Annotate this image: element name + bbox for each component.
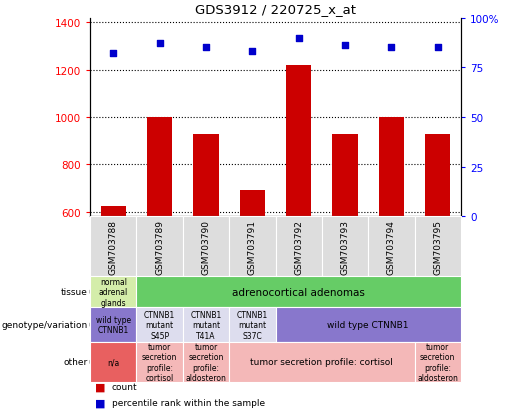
Text: n/a: n/a bbox=[107, 358, 119, 366]
Text: count: count bbox=[112, 382, 138, 391]
Text: wild type
CTNNB1: wild type CTNNB1 bbox=[96, 315, 131, 335]
Bar bbox=[425, 134, 451, 217]
Text: GSM703790: GSM703790 bbox=[201, 219, 211, 274]
Text: ■: ■ bbox=[95, 397, 106, 407]
Text: GSM703789: GSM703789 bbox=[155, 219, 164, 274]
Point bbox=[341, 43, 349, 50]
Text: CTNNB1
mutant
S45P: CTNNB1 mutant S45P bbox=[144, 310, 175, 339]
Text: GSM703795: GSM703795 bbox=[433, 219, 442, 274]
Bar bbox=[286, 66, 312, 217]
Text: GSM703793: GSM703793 bbox=[340, 219, 350, 274]
Text: percentile rank within the sample: percentile rank within the sample bbox=[112, 398, 265, 407]
Text: tumor secretion profile: cortisol: tumor secretion profile: cortisol bbox=[250, 358, 393, 366]
Text: CTNNB1
mutant
T41A: CTNNB1 mutant T41A bbox=[191, 310, 221, 339]
Text: GSM703794: GSM703794 bbox=[387, 219, 396, 274]
Text: GSM703788: GSM703788 bbox=[109, 219, 118, 274]
Point bbox=[434, 45, 442, 52]
Text: tumor
secretion
profile:
aldosteron: tumor secretion profile: aldosteron bbox=[185, 342, 227, 382]
Point bbox=[202, 45, 210, 52]
Text: tumor
secretion
profile:
aldosteron: tumor secretion profile: aldosteron bbox=[417, 342, 458, 382]
Text: adrenocortical adenomas: adrenocortical adenomas bbox=[232, 287, 365, 297]
Bar bbox=[332, 134, 358, 217]
Text: ■: ■ bbox=[95, 382, 106, 392]
Bar bbox=[193, 134, 219, 217]
Bar bbox=[147, 118, 173, 217]
Point bbox=[387, 45, 396, 52]
Text: GSM703791: GSM703791 bbox=[248, 219, 257, 274]
Title: GDS3912 / 220725_x_at: GDS3912 / 220725_x_at bbox=[195, 3, 356, 16]
Point bbox=[248, 49, 256, 56]
Text: genotype/variation: genotype/variation bbox=[2, 320, 88, 329]
Text: tissue: tissue bbox=[61, 287, 88, 297]
Point bbox=[109, 51, 117, 57]
Text: normal
adrenal
glands: normal adrenal glands bbox=[99, 277, 128, 307]
Text: tumor
secretion
profile:
cortisol: tumor secretion profile: cortisol bbox=[142, 342, 177, 382]
Text: wild type CTNNB1: wild type CTNNB1 bbox=[328, 320, 409, 329]
Text: CTNNB1
mutant
S37C: CTNNB1 mutant S37C bbox=[237, 310, 268, 339]
Text: other: other bbox=[63, 358, 88, 366]
Text: GSM703792: GSM703792 bbox=[294, 219, 303, 274]
Point bbox=[295, 35, 303, 42]
Bar bbox=[379, 118, 404, 217]
Point bbox=[156, 41, 164, 47]
Bar bbox=[239, 191, 265, 217]
Bar bbox=[100, 207, 126, 217]
